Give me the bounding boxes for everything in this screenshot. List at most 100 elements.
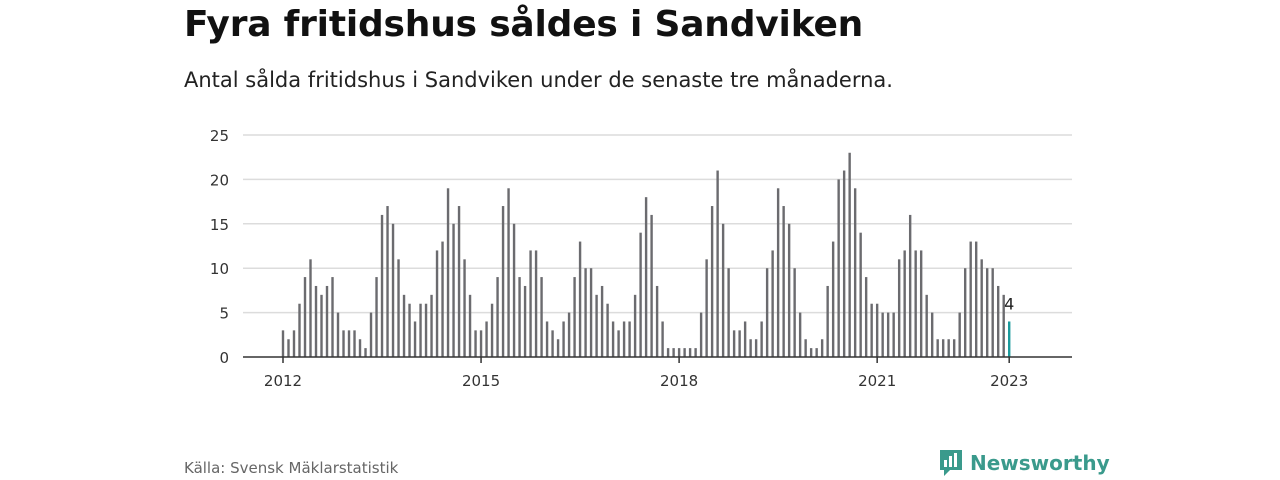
bar (837, 179, 840, 357)
bar (936, 339, 939, 357)
bar (908, 214, 912, 357)
bar (958, 312, 961, 357)
bar (364, 348, 367, 357)
bar-highlight (1008, 321, 1011, 357)
bar (820, 339, 824, 357)
bar (672, 348, 675, 357)
last-value-label: 4 (1004, 294, 1014, 313)
bar (732, 330, 736, 357)
y-tick-label: 20 (210, 171, 229, 189)
bar (303, 277, 307, 357)
y-tick-label: 5 (219, 305, 229, 323)
bar (705, 259, 708, 357)
bar (985, 268, 989, 357)
bar (633, 294, 637, 357)
bar (551, 330, 554, 357)
bars (281, 152, 1011, 357)
bar (545, 321, 549, 357)
bar (600, 285, 604, 357)
bar (347, 330, 351, 357)
bar (457, 206, 461, 357)
bar (611, 321, 615, 357)
bar (479, 330, 483, 357)
y-tick-label: 10 (210, 260, 229, 278)
bar (694, 348, 697, 357)
bar (342, 330, 345, 357)
bar (848, 152, 851, 357)
bar (617, 330, 620, 357)
bar (892, 312, 895, 357)
bar (870, 303, 873, 357)
x-tick-label: 2023 (990, 372, 1028, 390)
bar (683, 348, 686, 357)
bar (760, 321, 763, 357)
bar (991, 268, 994, 357)
bar (589, 268, 593, 357)
bar (287, 339, 290, 357)
bar (507, 188, 510, 357)
bar (606, 303, 609, 357)
bar (298, 303, 301, 357)
bar (782, 206, 785, 357)
chart-title: Fyra fritidshus såldes i Sandviken (184, 4, 864, 45)
x-tick-label: 2015 (462, 372, 500, 390)
bar (743, 321, 747, 357)
bar (584, 268, 587, 357)
bar (375, 277, 378, 357)
bar (688, 348, 692, 357)
y-axis-ticks: 0 5 10 15 20 25 (210, 127, 229, 367)
bar (677, 348, 681, 357)
bar (886, 312, 890, 357)
bar (309, 259, 312, 357)
bar (897, 259, 901, 357)
bar (1002, 294, 1005, 357)
bar (391, 223, 395, 357)
bar (540, 277, 543, 357)
bar (831, 241, 835, 357)
bar (655, 285, 659, 357)
brand-logo[interactable]: Newsworthy (938, 448, 1110, 478)
bar (452, 223, 455, 357)
bar (369, 312, 373, 357)
bar (578, 241, 582, 357)
bar (419, 303, 422, 357)
bar (490, 303, 494, 357)
bar (952, 339, 956, 357)
bar (556, 339, 560, 357)
bar (380, 214, 384, 357)
bar (325, 285, 329, 357)
bar (859, 232, 862, 357)
bar (721, 223, 725, 357)
bar (501, 206, 505, 357)
bar (534, 250, 538, 357)
bar (804, 339, 807, 357)
bar (595, 294, 598, 357)
bar (331, 277, 334, 357)
bar (881, 312, 884, 357)
bar (320, 294, 323, 357)
bar (903, 250, 906, 357)
bar (980, 259, 983, 357)
brand-name: Newsworthy (970, 451, 1110, 475)
bar (435, 250, 439, 357)
bar (463, 259, 466, 357)
bar (919, 250, 923, 357)
bar-chart: 0 5 10 15 20 25 2012 2015 2018 2021 2023 4 (210, 127, 1072, 390)
bar (765, 268, 769, 357)
bar (710, 206, 714, 357)
bar (644, 197, 648, 357)
x-tick-label: 2021 (858, 372, 896, 390)
y-tick-label: 25 (210, 127, 229, 145)
bar (650, 214, 653, 357)
bar (738, 330, 741, 357)
source-note: Källa: Svensk Mäklarstatistik (184, 459, 399, 477)
bar (413, 321, 417, 357)
bar (281, 330, 285, 357)
y-tick-label: 15 (210, 216, 229, 234)
bar (573, 277, 576, 357)
bar (798, 312, 802, 357)
bar (963, 268, 967, 357)
x-axis-ticks: 2012 2015 2018 2021 2023 (264, 357, 1028, 390)
bar (699, 312, 703, 357)
bar (749, 339, 752, 357)
